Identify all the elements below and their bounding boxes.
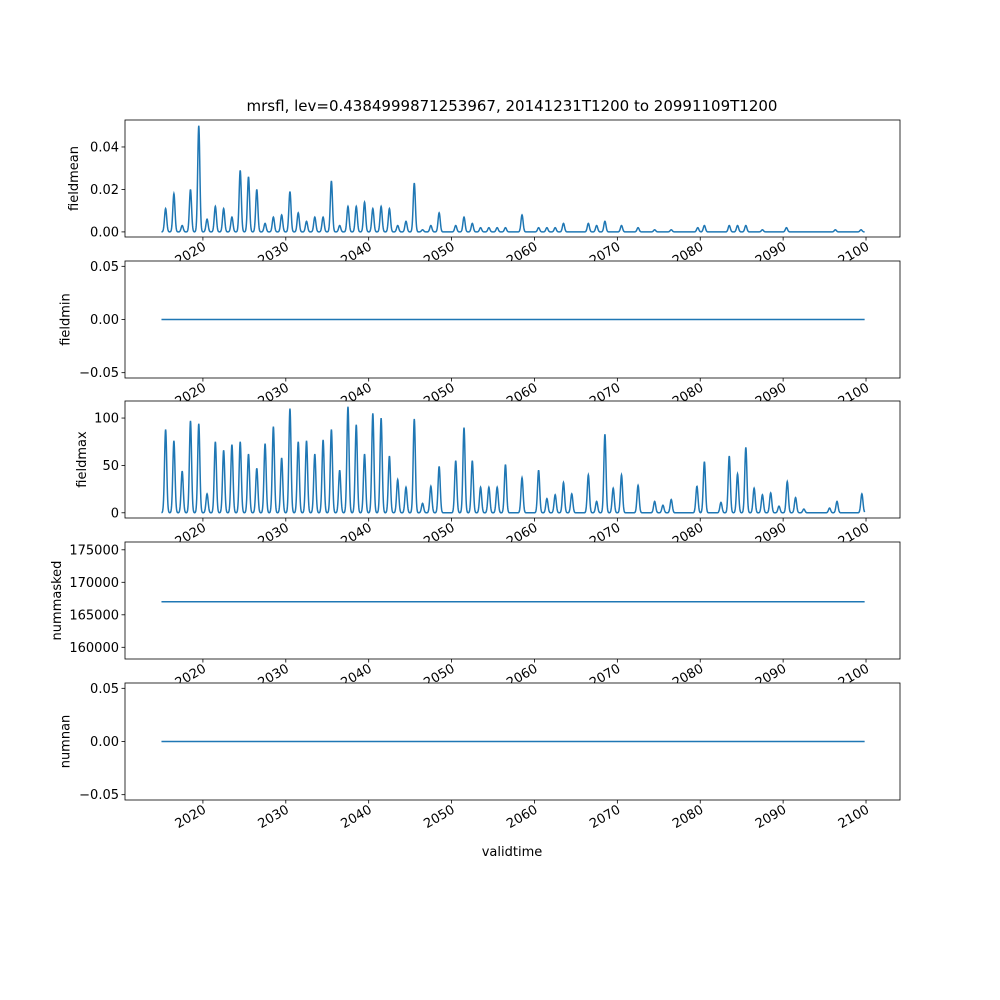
y-tick-label: −0.05 [79, 366, 119, 381]
y-tick-label: 0.02 [90, 183, 119, 198]
y-tick-label: 0.04 [90, 140, 119, 155]
axes-frame [124, 400, 901, 519]
axes-background [125, 120, 900, 237]
y-tick-label: 0 [111, 506, 119, 521]
chart-title: mrsfl, lev=0.4384999871253967, 20141231T… [247, 97, 778, 115]
y-tick-label: 160000 [69, 641, 119, 656]
y-tick-label: −0.05 [79, 788, 119, 803]
y-axis-label: fieldmin [59, 293, 74, 346]
y-axis-label: fieldmean [67, 146, 82, 211]
y-axis-label: fieldmax [75, 431, 90, 488]
y-tick-label: 100 [94, 412, 119, 427]
y-tick-label: 175000 [69, 543, 119, 558]
y-axis-label: numnan [59, 715, 74, 769]
series-line-fieldmax [161, 406, 866, 514]
y-tick-label: 0.00 [90, 735, 119, 750]
axes-background [125, 542, 900, 659]
y-axis-label: nummasked [50, 561, 65, 641]
y-tick-label: 0.00 [90, 313, 119, 328]
y-tick-label: 0.05 [90, 260, 119, 275]
x-axis-label: validtime [482, 845, 543, 860]
y-tick-label: 170000 [69, 576, 119, 591]
series-line-fieldmean [161, 125, 865, 233]
y-tick-label: 0.05 [90, 682, 119, 697]
axes-frame [124, 541, 901, 660]
y-tick-label: 165000 [69, 608, 119, 623]
y-tick-label: 0.00 [90, 225, 119, 240]
y-tick-label: 50 [102, 459, 119, 474]
axes-frame [124, 119, 901, 238]
